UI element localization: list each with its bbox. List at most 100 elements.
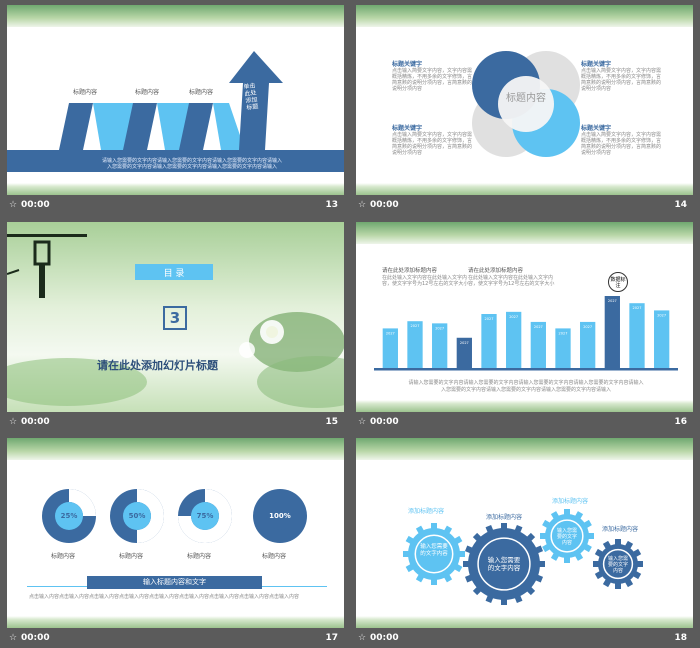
chart-bar [456,337,472,368]
slide-13-canvas: 标题内容 标题内容 标题内容 单击此处添加标题 请输入您需要的文字内容请输入您需… [7,5,344,195]
donut-center [191,502,219,530]
slide-13-label-3: 标题内容 [189,89,214,96]
chart-data-label: 2027 [485,317,494,321]
star-icon[interactable]: ☆ [358,200,367,210]
slide-17-pct-1: 25% [60,512,78,520]
chart-data-label: 2027 [559,331,568,335]
chart-data-label: 2027 [657,313,666,317]
slide-14-kw-2: 标题关键字 [581,61,612,68]
chart-data-label: 2027 [460,341,469,345]
chart-bar [604,296,620,368]
chart-bar [555,328,571,368]
slide-16-footer-band [356,400,693,412]
slide-17-number: 17 [325,633,338,643]
slide-16-footer-1: 请输入您需要的文字内容请输入您需要的文字内容请输入您需要的文字内容请输入您需要的… [408,380,644,386]
slide-13-body-1: 请输入您需要的文字内容请输入您需要的文字内容请输入您需要的文字内容请输入 [101,158,282,164]
slide-18-label-1: 添加标题内容 [408,508,445,515]
slide-14-petals [472,51,580,157]
star-icon[interactable]: ☆ [9,200,18,210]
slide-13-timing: 00:00 [21,200,50,210]
slide-15-number: 15 [325,417,338,427]
slide-18-canvas: 添加标题内容 添加标题内容 添加标题内容 添加标题内容 输入您需要的文字内容 输… [356,438,693,628]
slide-14-kw-3: 标题关键字 [392,125,423,132]
slide-14-canvas: 标题内容 标题关键字 点击输入简要文字内容，文字内容需概括精炼，不用多余的文字修… [356,5,693,195]
slide-17-label-2: 标题内容 [119,553,144,560]
star-icon[interactable]: ☆ [358,417,367,427]
gear-icon [463,523,545,605]
slide-15-decor [7,234,344,408]
slide-14-desc-2: 点击输入简要文字内容，文字内容需概括精炼，不用多余的文字修饰，言简意赅的说明分项… [581,68,662,92]
gear-icon [403,523,465,585]
slide-thumbnail-16[interactable]: 请在此处添加标题内容 在此处输入文字内容在此处输入文字内容，使文字字号为12号左… [356,222,693,432]
slide-15-title: 请在此处添加幻灯片标题 [97,359,218,372]
slide-15-canvas: 目 录 3 请在此处添加幻灯片标题 [7,222,344,412]
slide-14-header-band [356,5,693,27]
slide-16-bar-chart: 2027 2027 2027 2027 2027 2027 2027 2027 2027 2027… [374,296,678,371]
slide-14-desc-4: 点击输入简要文字内容，文字内容需概括精炼，不用多余的文字修饰，言简意赅的说明分项… [581,132,662,156]
slide-16-canvas: 请在此处添加标题内容 在此处输入文字内容在此处输入文字内容，使文字字号为12号左… [356,222,693,412]
chart-bar [407,321,423,368]
gear-icon [540,509,594,563]
chart-data-label: 2027 [583,325,592,329]
slide-18-footer-band [356,616,693,628]
slide-18-number: 18 [674,633,687,643]
donut-gap [137,489,164,543]
slide-13-body-2: 入您需要的文字内容请输入您需要的文字内容请输入您需要的文字内容请输入 [106,164,277,170]
slide-thumbnail-13[interactable]: 标题内容 标题内容 标题内容 单击此处添加标题 请输入您需要的文字内容请输入您需… [7,5,344,215]
slide-16-heading-1: 请在此处添加标题内容 [382,268,438,274]
chart-data-label: 2027 [534,325,543,329]
slide-18-gears [403,509,643,605]
slide-thumbnail-14[interactable]: 标题内容 标题关键字 点击输入简要文字内容，文字内容需概括精炼，不用多余的文字修… [356,5,693,215]
donut-gap [178,489,232,543]
slide-17-label-4: 标题内容 [262,553,287,560]
slide-15-section-number: 3 [163,306,187,330]
slide-16-para-1: 在此处输入文字内容在此处输入文字内容，使文字字号为12号左右的文字大小 [382,275,469,287]
slide-thumbnail-15[interactable]: 目 录 3 请在此处添加幻灯片标题 ☆ 00:00 15 [7,222,344,432]
slide-18-label-3: 添加标题内容 [552,498,589,505]
slide-16-callout-bubble: 数据标注 [608,272,628,292]
slide-14-kw-4: 标题关键字 [581,125,612,132]
slide-17-body: 点击输入内容点击输入内容点击输入内容点击输入内容点击输入内容点击输入内容点击输入… [29,594,300,600]
slide-18-timing: 00:00 [370,633,399,643]
slide-14-status-bar: ☆ 00:00 14 [356,197,693,215]
slide-17-pct-4: 100% [269,512,291,520]
slide-13-header-band [7,5,344,27]
donut-center [55,502,83,530]
star-icon[interactable]: ☆ [358,633,367,643]
chart-bar [506,311,522,368]
slide-15-menu-ribbon [135,264,213,280]
slide-17-pct-2: 50% [128,512,146,520]
slide-18-label-4: 添加标题内容 [602,526,639,533]
chart-bar [654,310,670,368]
chart-bar [580,321,596,368]
slide-thumbnail-17[interactable]: 25% 50% 75% 100% 标题内容 标题内容 标题内容 标题内容 输入标… [7,438,344,648]
slide-18-status-bar: ☆ 00:00 18 [356,630,693,648]
slide-14-kw-1: 标题关键字 [392,61,423,68]
slide-14-footer-band [356,183,693,195]
slide-17-timing: 00:00 [21,633,50,643]
slide-18-gear-text-1: 输入您需要的文字内容 [420,544,448,557]
slide-16-status-bar: ☆ 00:00 16 [356,414,693,432]
slide-16-header-band [356,222,693,244]
star-icon[interactable]: ☆ [9,417,18,427]
star-icon[interactable]: ☆ [9,633,18,643]
donut-center [123,502,151,530]
slide-15-status-bar: ☆ 00:00 15 [7,414,344,432]
slide-18-gear-text-4: 输入您需要的文字内容 [607,556,628,574]
slide-thumbnail-18[interactable]: 添加标题内容 添加标题内容 添加标题内容 添加标题内容 输入您需要的文字内容 输… [356,438,693,648]
slide-16-timing: 00:00 [370,417,399,427]
slide-17-footer-band [7,616,344,628]
slide-14-desc-3: 点击输入简要文字内容，文字内容需概括精炼，不用多余的文字修饰，言简意赅的说明分项… [392,132,473,156]
slide-13-status-bar: ☆ 00:00 13 [7,197,344,215]
slide-18-header-band [356,438,693,460]
slide-17-canvas: 25% 50% 75% 100% 标题内容 标题内容 标题内容 标题内容 输入标… [7,438,344,628]
chart-bar [432,323,448,368]
slide-17-label-3: 标题内容 [187,553,212,560]
chart-data-label: 2027 [633,306,642,310]
slide-17-header-band [7,438,344,460]
slide-18-gear-text-2: 输入您需要的文字内容 [487,556,521,572]
slide-16-number: 16 [674,417,687,427]
slide-15-menu-label: 目 录 [163,269,185,279]
slide-14-desc-1: 点击输入简要文字内容，文字内容需概括精炼，不用多余的文字修饰，言简意赅的说明分项… [392,68,473,92]
chart-data-label: 2027 [608,299,617,303]
